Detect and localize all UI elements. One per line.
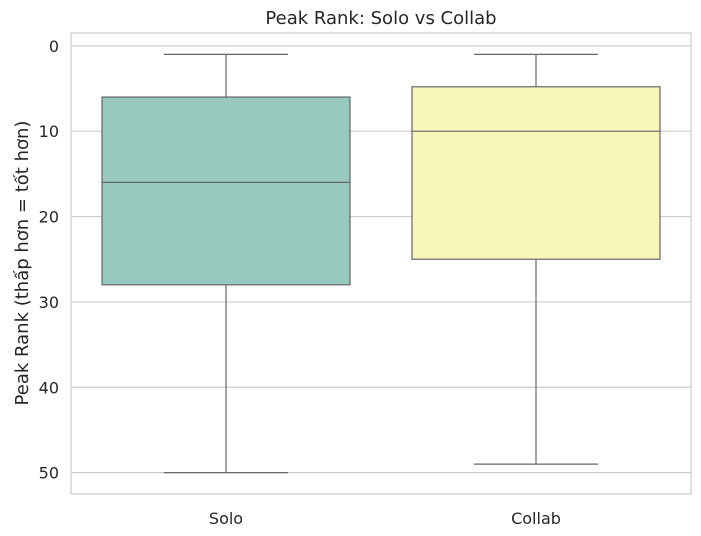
box-solo: [101, 53, 351, 474]
y-tick-label: 50: [39, 464, 59, 483]
plot-area-frame: [70, 32, 692, 495]
y-tick-label: 10: [39, 122, 59, 141]
x-tick-labels: Solo Collab: [209, 509, 561, 528]
y-tick-label: 30: [39, 293, 59, 312]
box-iqr: [101, 96, 351, 286]
box-collab: [411, 53, 661, 465]
y-tick-labels: 0 10 20 30 40 50: [39, 37, 59, 483]
box-iqr: [411, 86, 661, 260]
chart-title: Peak Rank: Solo vs Collab: [265, 8, 496, 29]
y-tick-label: 20: [39, 208, 59, 227]
box-series: [101, 53, 661, 474]
x-tick-label: Solo: [209, 509, 243, 528]
x-tick-label: Collab: [511, 509, 561, 528]
y-tick-label: 0: [49, 37, 59, 56]
y-axis-label: Peak Rank (thấp hơn = tốt hơn): [12, 121, 33, 406]
y-tick-label: 40: [39, 378, 59, 397]
